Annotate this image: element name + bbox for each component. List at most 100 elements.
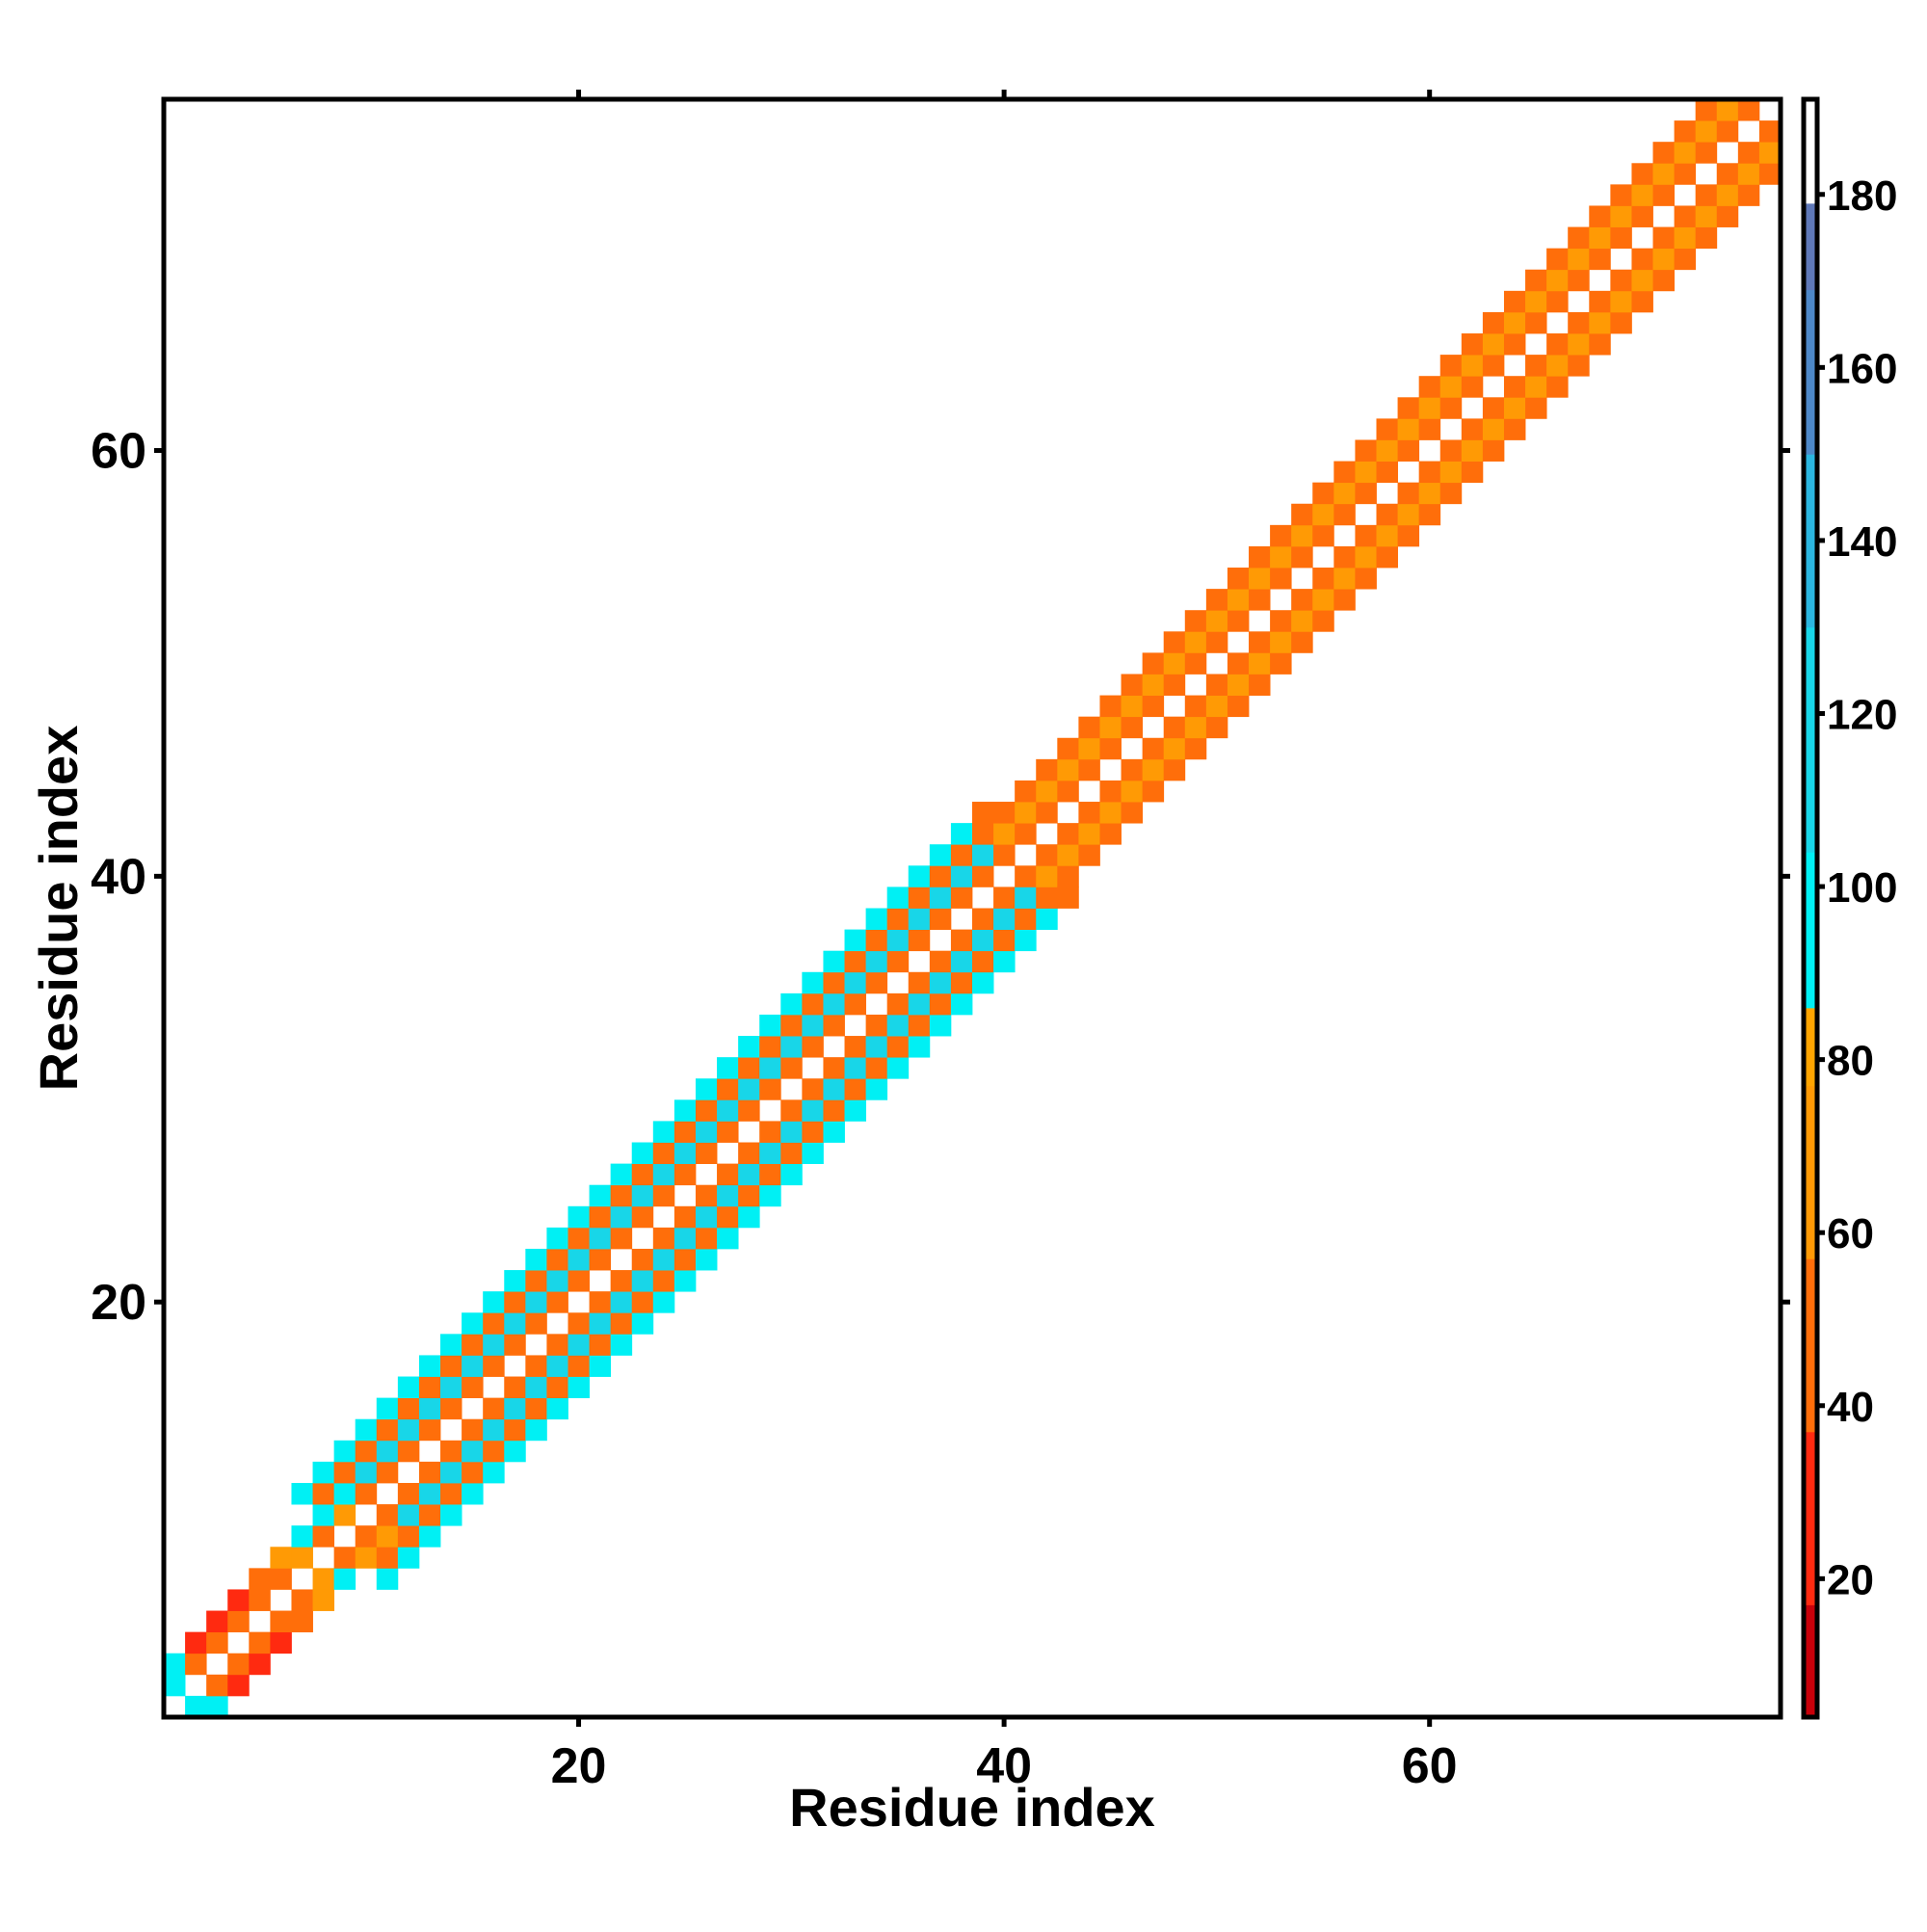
colorbar-segment bbox=[1804, 730, 1817, 741]
heatmap-cell bbox=[1163, 631, 1186, 653]
heatmap-cell bbox=[1099, 716, 1122, 739]
heatmap-cell bbox=[462, 1376, 484, 1399]
heatmap-cell bbox=[1078, 758, 1100, 781]
heatmap-cell bbox=[1397, 503, 1420, 526]
colorbar-segment bbox=[1804, 1466, 1817, 1476]
heatmap-cell bbox=[1568, 248, 1590, 271]
heatmap-cell bbox=[631, 1142, 654, 1165]
heatmap-cell bbox=[1503, 290, 1526, 313]
heatmap-cell bbox=[504, 1312, 526, 1335]
colorbar-segment bbox=[1804, 990, 1817, 1000]
heatmap-cell bbox=[1652, 248, 1676, 271]
colorbar-segment bbox=[1804, 272, 1817, 282]
colorbar-segment bbox=[1804, 774, 1817, 783]
heatmap-cell bbox=[1015, 929, 1037, 952]
heatmap-cell bbox=[1631, 184, 1653, 206]
colorbar-segment bbox=[1804, 1215, 1817, 1225]
heatmap-cell bbox=[1205, 589, 1228, 611]
heatmap-cell bbox=[780, 1036, 803, 1058]
heatmap-cell bbox=[1121, 695, 1144, 718]
heatmap-cell bbox=[1397, 524, 1420, 547]
colorbar-segment bbox=[1804, 531, 1817, 542]
heatmap-cell bbox=[950, 865, 973, 887]
heatmap-cell bbox=[908, 1036, 931, 1058]
heatmap-cell bbox=[673, 1270, 697, 1292]
heatmap-cell bbox=[546, 1270, 568, 1292]
heatmap-cell bbox=[1546, 355, 1569, 377]
heatmap-cell bbox=[1589, 205, 1611, 227]
heatmap-cell bbox=[568, 1205, 590, 1229]
colorbar-tick-label: 40 bbox=[1827, 1384, 1874, 1431]
colorbar-segment bbox=[1804, 1137, 1817, 1148]
heatmap-cell bbox=[504, 1440, 526, 1463]
colorbar-segment bbox=[1804, 176, 1817, 187]
colorbar-segment bbox=[1804, 376, 1817, 385]
heatmap-cell bbox=[759, 1078, 781, 1100]
heatmap-cell bbox=[1057, 887, 1079, 909]
heatmap-cell bbox=[1674, 120, 1697, 143]
heatmap-cell bbox=[1312, 610, 1334, 632]
heatmap-cell bbox=[483, 1440, 505, 1463]
heatmap-cell bbox=[1015, 887, 1037, 909]
colorbar-segment bbox=[1804, 904, 1817, 913]
y-tick-label: 20 bbox=[91, 1275, 146, 1331]
heatmap-cell bbox=[993, 823, 1016, 845]
heatmap-cell bbox=[717, 1227, 739, 1250]
colorbar-segment bbox=[1804, 246, 1817, 256]
colorbar-segment bbox=[1804, 895, 1817, 905]
colorbar-segment bbox=[1804, 150, 1817, 161]
heatmap-cell bbox=[1439, 482, 1463, 505]
heatmap-cell bbox=[185, 1695, 207, 1718]
heatmap-cell bbox=[929, 887, 952, 909]
heatmap-cell bbox=[1439, 439, 1463, 462]
heatmap-cell bbox=[1270, 545, 1292, 569]
colorbar-segment bbox=[1804, 463, 1817, 472]
heatmap-cell bbox=[673, 1163, 697, 1186]
heatmap-cell bbox=[1610, 184, 1632, 206]
heatmap-cell bbox=[1355, 482, 1377, 505]
heatmap-cell bbox=[418, 1418, 441, 1442]
colorbar-segment bbox=[1804, 341, 1817, 351]
heatmap-cell bbox=[695, 1078, 718, 1100]
heatmap-cell bbox=[1099, 695, 1122, 718]
colorbar-segment bbox=[1804, 929, 1817, 940]
colorbar-segment bbox=[1804, 1146, 1817, 1155]
heatmap-cell bbox=[525, 1270, 547, 1292]
heatmap-cell bbox=[780, 1014, 803, 1037]
heatmap-cell bbox=[1631, 205, 1653, 227]
heatmap-cell bbox=[1355, 568, 1377, 590]
heatmap-cell bbox=[525, 1418, 547, 1442]
colorbar-segment bbox=[1804, 600, 1817, 611]
colorbar-segment bbox=[1804, 1310, 1817, 1320]
colorbar-tick-label: 120 bbox=[1827, 691, 1897, 738]
colorbar-segment bbox=[1804, 808, 1817, 818]
heatmap-cell bbox=[1674, 163, 1697, 185]
colorbar-segment bbox=[1804, 1604, 1817, 1614]
heatmap-cell bbox=[355, 1418, 378, 1442]
heatmap-cell bbox=[1121, 758, 1144, 781]
colorbar-segment bbox=[1804, 393, 1817, 403]
heatmap-cell bbox=[418, 1397, 441, 1420]
colorbar-segment bbox=[1804, 332, 1817, 343]
colorbar-segment bbox=[1804, 1596, 1817, 1605]
heatmap-cell bbox=[333, 1461, 356, 1484]
colorbar-segment bbox=[1804, 964, 1817, 974]
colorbar-segment bbox=[1804, 1318, 1817, 1329]
heatmap-cell bbox=[418, 1461, 441, 1484]
heatmap-cell bbox=[865, 929, 888, 952]
heatmap-cell bbox=[376, 1568, 399, 1590]
heatmap-cell bbox=[504, 1376, 526, 1399]
heatmap-cell bbox=[1291, 610, 1313, 632]
heatmap-cell bbox=[376, 1440, 399, 1463]
heatmap-cell bbox=[1589, 248, 1611, 271]
colorbar-segment bbox=[1804, 748, 1817, 757]
heatmap-cell bbox=[376, 1418, 399, 1442]
heatmap-cell bbox=[546, 1334, 568, 1356]
heatmap-cell bbox=[376, 1504, 399, 1526]
heatmap-cell bbox=[1716, 163, 1739, 185]
heatmap-cell bbox=[546, 1227, 568, 1250]
heatmap-cell bbox=[1205, 695, 1228, 718]
colorbar-segment bbox=[1804, 670, 1817, 680]
heatmap-cell bbox=[1312, 568, 1334, 590]
